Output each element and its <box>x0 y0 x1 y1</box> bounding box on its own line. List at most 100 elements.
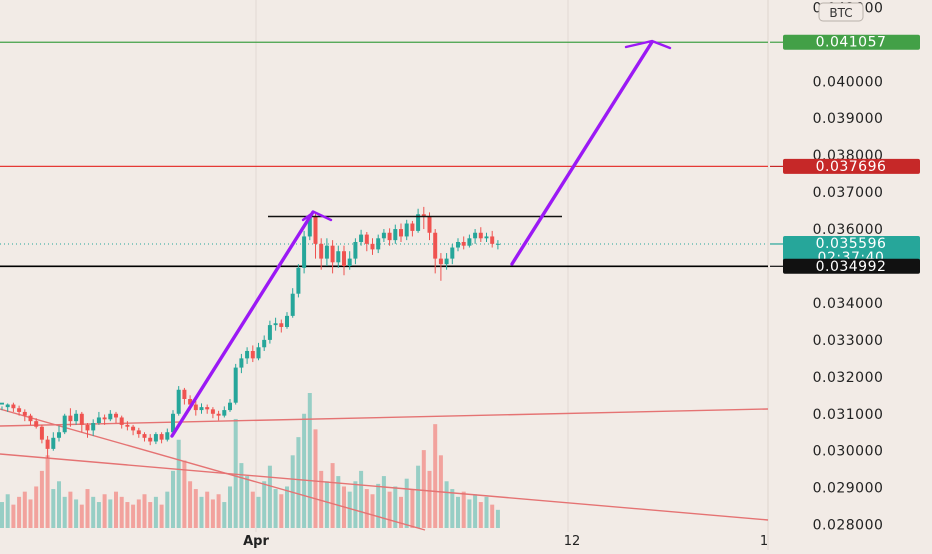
volume-bar <box>421 450 426 528</box>
target-price-label[interactable]: 0.041057 <box>770 34 920 51</box>
volume-bar <box>125 502 130 528</box>
price-tick-label: 0.033000 <box>813 333 884 349</box>
candle <box>153 432 158 445</box>
volume-bar <box>193 489 198 528</box>
trendline-upper <box>0 408 769 427</box>
volume-bar <box>188 481 193 528</box>
price-tick-label: 0.040000 <box>813 74 884 90</box>
svg-text:0.041057: 0.041057 <box>816 35 887 51</box>
volume-bar <box>222 502 227 528</box>
volume-bar <box>205 491 210 528</box>
volume-bar <box>381 476 386 528</box>
volume-bar <box>376 483 381 528</box>
volume-bar <box>490 504 495 528</box>
price-axis: 0.0420000.0400000.0390000.0380000.037000… <box>813 0 884 533</box>
volume-bar <box>256 496 261 528</box>
volume-bar <box>108 499 113 528</box>
volume-bar <box>159 504 164 528</box>
volume-bar <box>136 499 141 528</box>
symbol-badge[interactable] <box>818 2 864 22</box>
price-tick-label: 0.029000 <box>813 481 884 497</box>
candle <box>193 400 198 416</box>
volume-bar <box>399 496 403 528</box>
candle <box>85 423 90 438</box>
candle <box>250 345 255 363</box>
candle <box>233 363 238 405</box>
candle <box>102 414 107 425</box>
candle <box>17 405 22 416</box>
volume-bar <box>119 496 124 528</box>
candle <box>262 335 267 351</box>
volume-bar <box>387 491 392 528</box>
candle <box>342 245 346 276</box>
volume-bar <box>28 499 33 528</box>
volume-bar <box>279 494 284 528</box>
volume-bar <box>296 437 301 528</box>
volume-bar <box>153 496 158 528</box>
candle <box>376 234 381 254</box>
volume-bar <box>267 465 272 528</box>
volume-bar <box>427 470 432 528</box>
candle <box>68 408 73 427</box>
price-tick-label: 0.031000 <box>813 407 884 423</box>
candle <box>228 399 232 412</box>
svg-text:0.035596: 0.035596 <box>816 236 887 252</box>
candle <box>165 428 170 442</box>
volume-bar <box>34 486 39 528</box>
candle <box>176 386 181 416</box>
candle <box>182 387 187 405</box>
candle <box>256 342 261 361</box>
candle <box>119 415 124 429</box>
volume-bar <box>210 499 215 528</box>
candle <box>353 238 358 265</box>
candle <box>239 353 244 374</box>
volume-bar <box>467 499 472 528</box>
candle <box>381 229 386 242</box>
candle <box>302 230 307 274</box>
volume-bar <box>228 486 232 528</box>
candle <box>444 253 449 270</box>
candle <box>296 264 301 298</box>
volume-bar <box>5 494 10 528</box>
candle <box>210 407 215 419</box>
projection-arrow-past <box>170 210 315 438</box>
candle <box>393 224 398 244</box>
candle <box>199 403 204 414</box>
volume-bar <box>233 418 238 528</box>
volume-bar <box>62 496 67 528</box>
volume-bar <box>313 429 318 528</box>
volume-bar <box>307 393 312 528</box>
volume-bar <box>473 494 478 528</box>
volume-bar <box>364 489 369 528</box>
candle <box>285 312 289 329</box>
candlesticks <box>0 206 500 459</box>
support-price-label[interactable]: 0.034992 <box>770 258 920 275</box>
candle <box>131 424 136 436</box>
candle <box>148 434 153 446</box>
time-tick-label: Apr <box>243 534 269 549</box>
candle <box>62 413 67 435</box>
volume-bar <box>22 491 27 528</box>
volume-bar <box>410 489 415 528</box>
volume-bar <box>45 455 50 528</box>
candle <box>387 228 392 246</box>
price-tick-label: 0.032000 <box>813 370 884 386</box>
candle <box>279 319 284 333</box>
price-tick-label: 0.037000 <box>813 185 884 201</box>
volume-bar <box>96 502 101 528</box>
candle <box>404 219 409 241</box>
candle <box>57 425 61 442</box>
volume-bar <box>347 491 352 528</box>
candle <box>125 421 130 431</box>
candle <box>410 220 415 237</box>
resistance-price-label[interactable]: 0.037696 <box>770 158 920 175</box>
volume-bar <box>404 478 409 528</box>
candle <box>461 236 466 250</box>
candle <box>399 223 403 242</box>
volume-bar <box>39 470 44 528</box>
volume-bar <box>359 470 364 528</box>
price-tick-label: 0.036000 <box>813 222 884 238</box>
